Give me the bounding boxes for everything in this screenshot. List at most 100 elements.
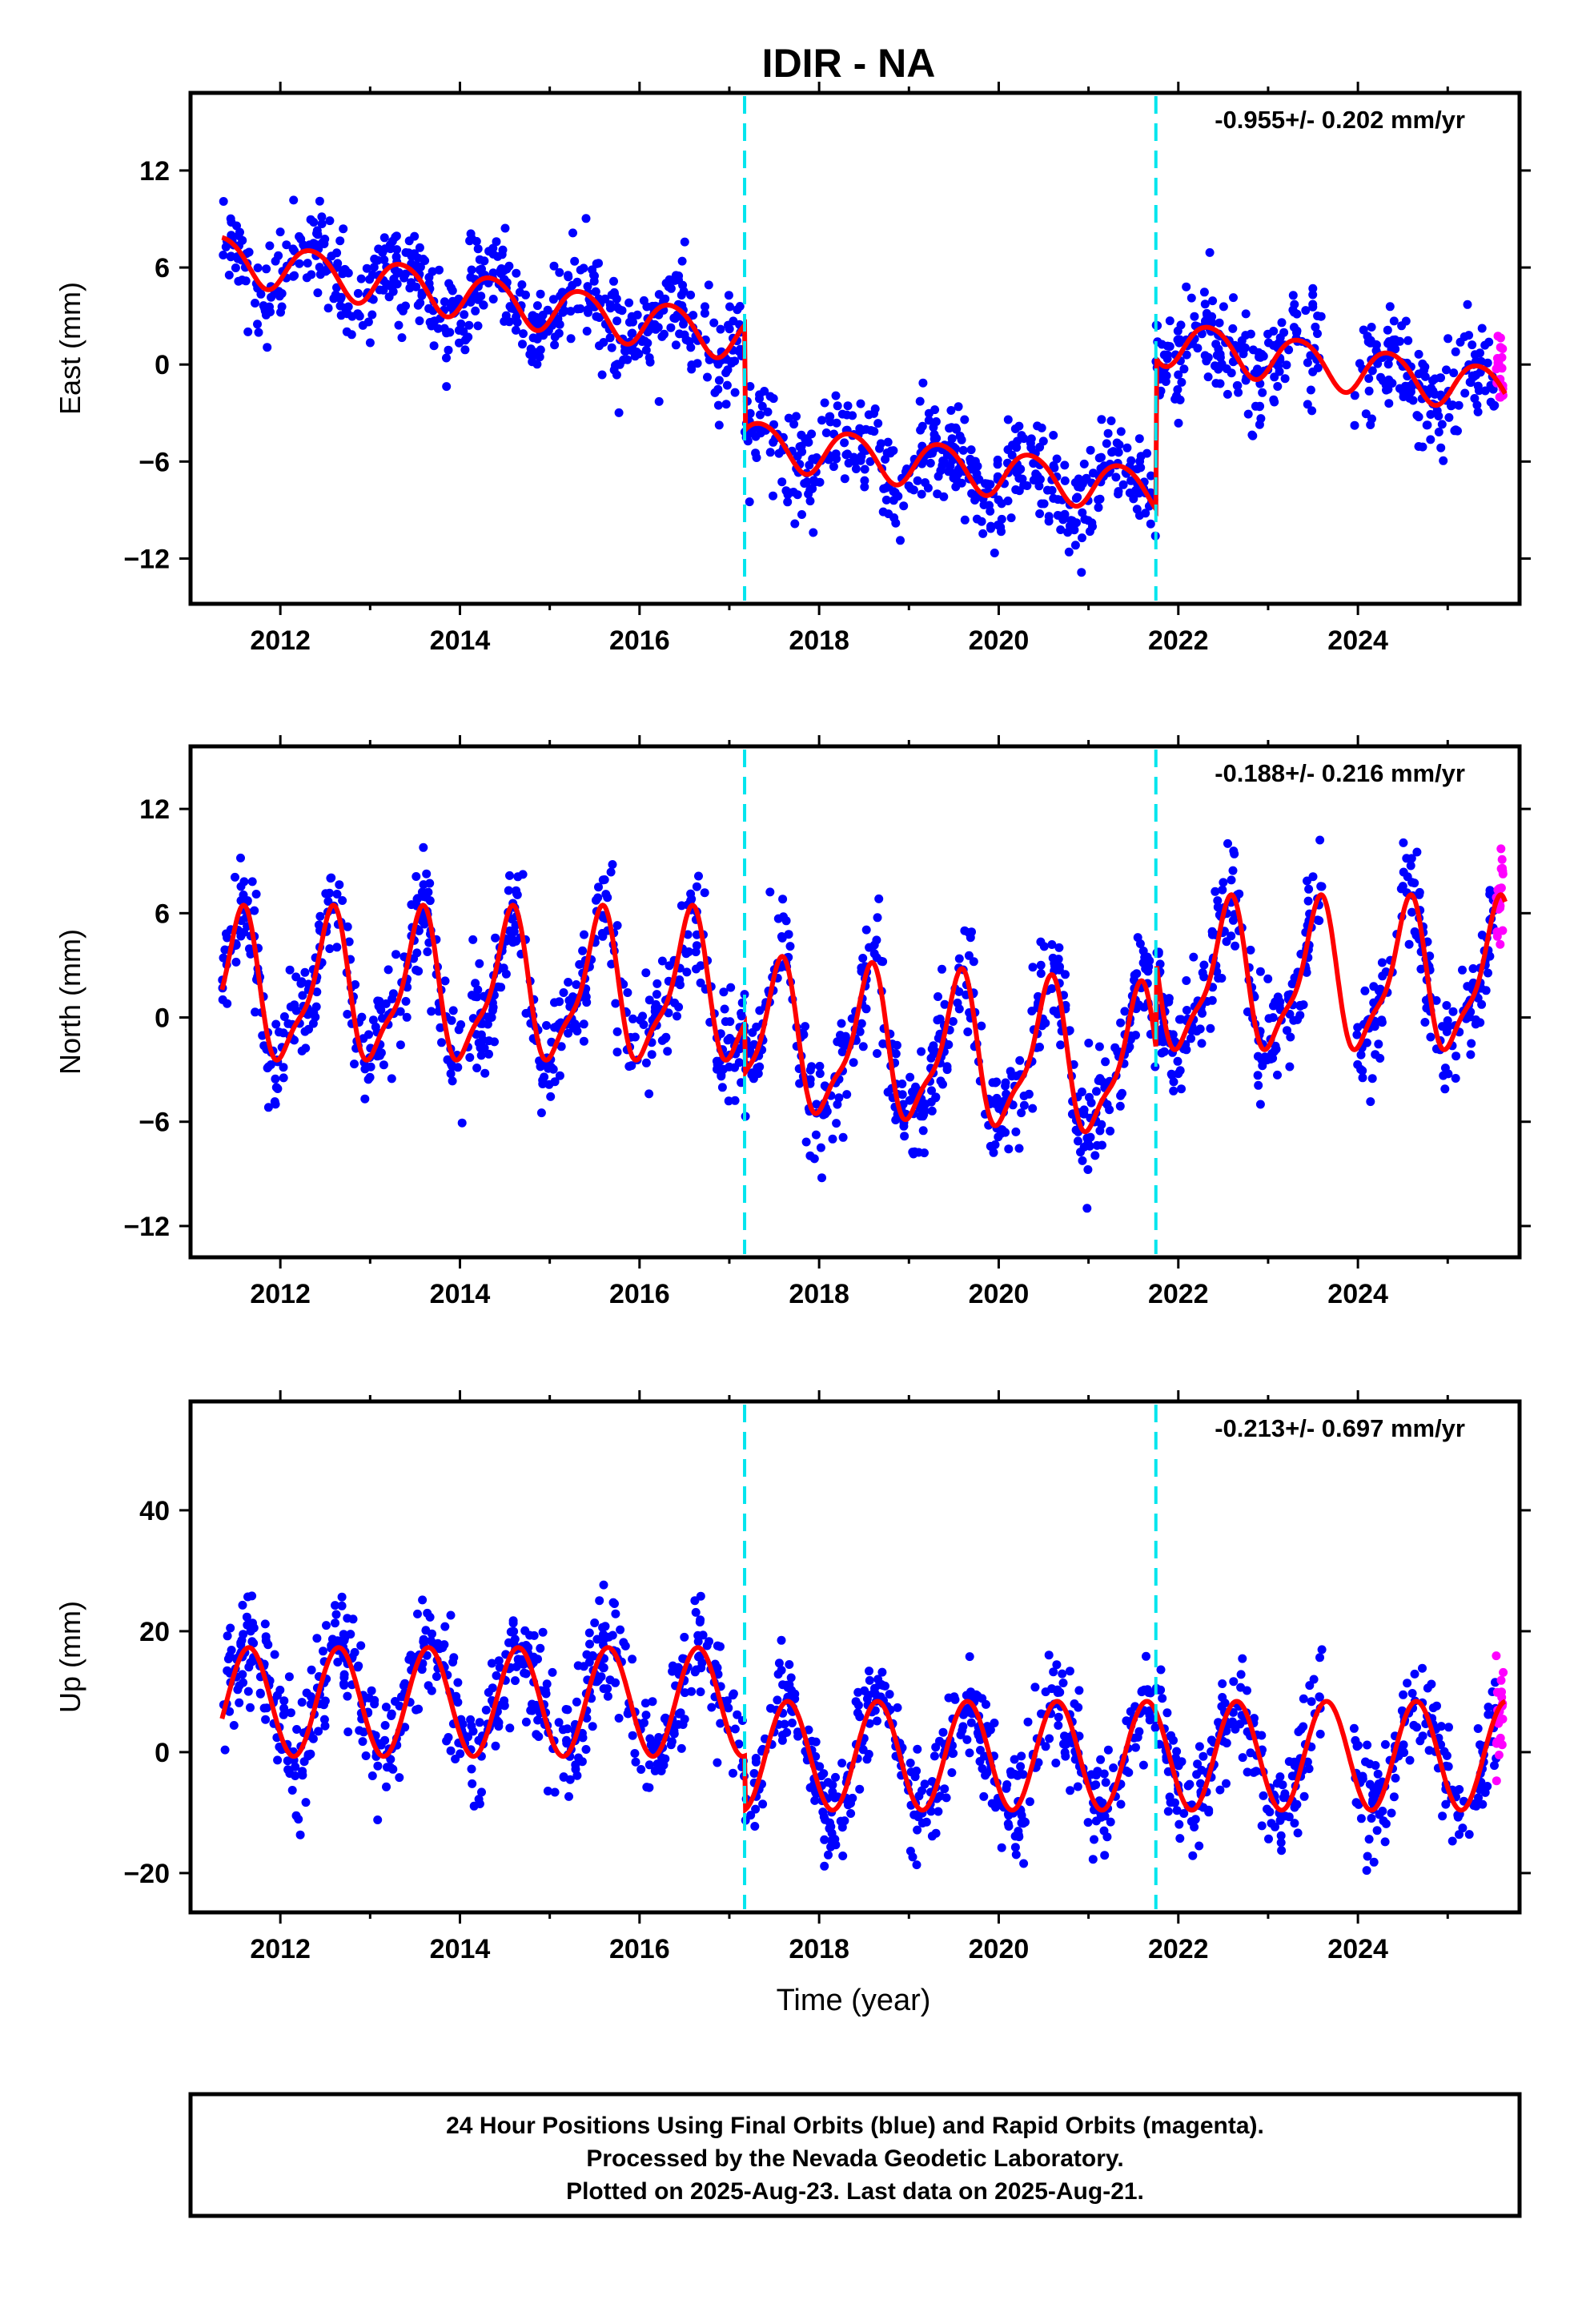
final-orbit-point [690,1596,700,1606]
final-orbit-point [360,1094,370,1104]
final-orbit-point [1133,933,1142,943]
final-orbit-point [724,291,733,300]
final-orbit-point [1288,291,1298,300]
final-orbit-point [962,1691,971,1700]
final-orbit-point [249,1638,259,1648]
final-orbit-point [600,1634,609,1643]
final-orbit-point [865,456,875,466]
final-orbit-point [1176,1015,1186,1024]
final-orbit-point [1222,1779,1231,1788]
final-orbit-point [1058,1679,1068,1687]
final-orbit-point [412,948,422,958]
final-orbit-point [1424,1746,1434,1755]
final-orbit-point [1157,340,1166,349]
final-orbit-point [518,340,527,349]
final-orbit-point [612,1047,622,1057]
final-orbit-point [1169,1077,1178,1087]
final-orbit-point [1099,1769,1109,1779]
final-orbit-point [861,925,871,935]
x-tick-label: 2012 [250,1934,311,1964]
final-orbit-point [414,926,424,935]
final-orbit-point [314,1727,323,1736]
final-orbit-point [642,302,652,312]
final-orbit-point [494,1656,504,1666]
final-orbit-point [997,514,1006,524]
final-orbit-point [905,1759,915,1767]
final-orbit-point [532,318,542,328]
final-orbit-point [388,287,398,296]
final-orbit-point [1134,434,1144,444]
final-orbit-point [730,1724,740,1734]
final-orbit-point [219,197,228,206]
final-orbit-point [440,297,449,307]
final-orbit-point [244,247,254,257]
final-orbit-point [1019,1859,1029,1868]
final-orbit-point [224,271,234,279]
final-orbit-point [1412,847,1422,857]
final-orbit-point [1420,362,1430,372]
final-orbit-point [1109,447,1118,456]
final-orbit-point [343,1010,352,1019]
final-orbit-point [344,937,354,947]
final-orbit-point [673,1011,681,1021]
final-orbit-point [270,1097,279,1107]
final-orbit-point [1195,1742,1204,1751]
final-orbit-point [442,382,452,392]
final-orbit-point [1126,1707,1135,1716]
final-orbit-point [476,1051,486,1060]
final-orbit-point [605,300,615,309]
final-orbit-point [878,507,888,517]
final-orbit-point [636,1015,645,1025]
final-orbit-point [397,333,407,343]
final-orbit-point [1308,300,1318,309]
final-orbit-point [1091,1780,1101,1790]
x-tick-label: 2012 [250,1279,311,1309]
final-orbit-point [477,1787,486,1797]
final-orbit-point [289,195,299,205]
final-orbit-point [856,399,865,408]
final-orbit-point [1395,384,1404,393]
final-orbit-point [1399,1690,1408,1699]
final-orbit-point [1373,1769,1383,1779]
final-orbit-point [1198,1008,1207,1018]
final-orbit-point [466,1715,476,1724]
final-orbit-point [1035,509,1045,518]
final-orbit-point [442,353,451,363]
final-orbit-point [1442,1751,1452,1760]
final-orbit-point [719,987,729,997]
final-orbit-point [1349,1723,1359,1733]
final-orbit-point [1001,1081,1010,1091]
final-orbit-point [402,1012,412,1022]
final-orbit-point [1169,1086,1178,1096]
final-orbit-point [603,893,612,903]
final-orbit-point [745,497,754,507]
final-orbit-point [1095,1126,1105,1136]
final-orbit-point [448,286,457,296]
final-orbit-point [1360,986,1370,995]
final-orbit-point [307,270,316,279]
final-orbit-point [1118,480,1128,489]
final-orbit-point [994,495,1003,505]
final-orbit-point [568,228,577,238]
final-orbit-point [1037,1709,1046,1719]
final-orbit-point [686,889,696,899]
final-orbit-point [920,1779,930,1789]
final-orbit-point [1480,340,1490,350]
final-orbit-point [502,264,512,274]
final-orbit-point [832,454,841,464]
final-orbit-point [1489,401,1499,411]
final-orbit-point [855,1784,865,1794]
final-orbit-point [1111,472,1121,482]
final-orbit-point [428,267,437,276]
final-orbit-point [290,1000,299,1010]
final-orbit-point [636,1765,646,1774]
final-orbit-point [938,1080,947,1089]
final-orbit-point [1223,838,1232,848]
final-orbit-point [578,1733,588,1743]
final-orbit-point [1134,511,1144,521]
final-orbit-point [1097,452,1106,462]
final-orbit-point [1432,1701,1441,1711]
final-orbit-point [1227,875,1236,885]
final-orbit-point [357,1012,367,1022]
final-orbit-point [1065,1026,1074,1035]
